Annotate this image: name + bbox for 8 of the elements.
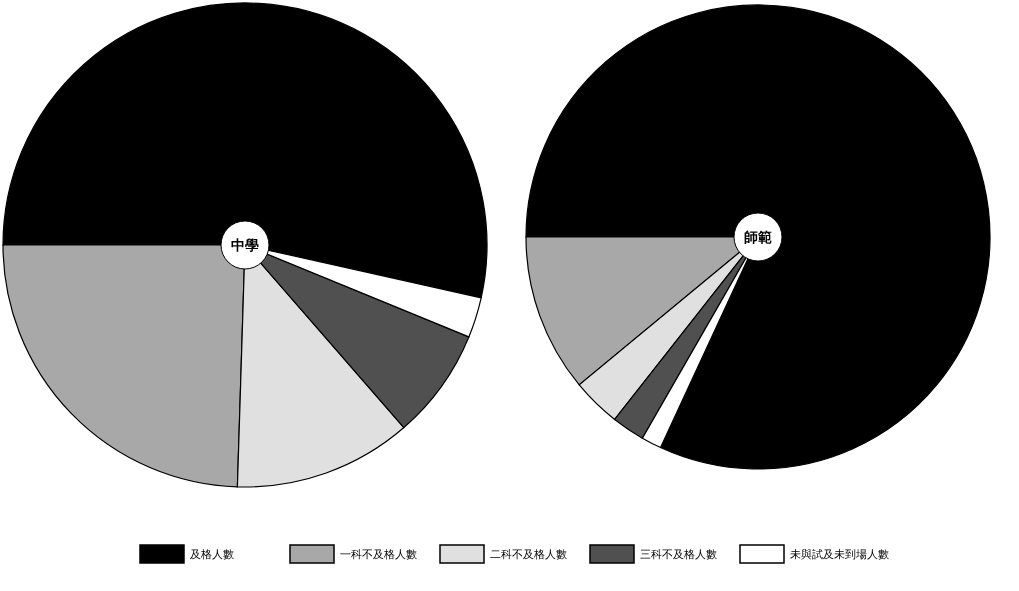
pie-slice bbox=[525, 4, 991, 470]
legend-label: 未與試及未到場人數 bbox=[790, 548, 889, 561]
legend-label: 及格人數 bbox=[190, 548, 234, 561]
text: 中學 bbox=[231, 237, 259, 253]
text: 師範 bbox=[744, 229, 772, 245]
legend-label: 三科不及格人數 bbox=[640, 548, 717, 561]
legend-label: 一科不及格人數 bbox=[340, 548, 417, 561]
legend-label: 二科不及格人數 bbox=[490, 548, 567, 561]
